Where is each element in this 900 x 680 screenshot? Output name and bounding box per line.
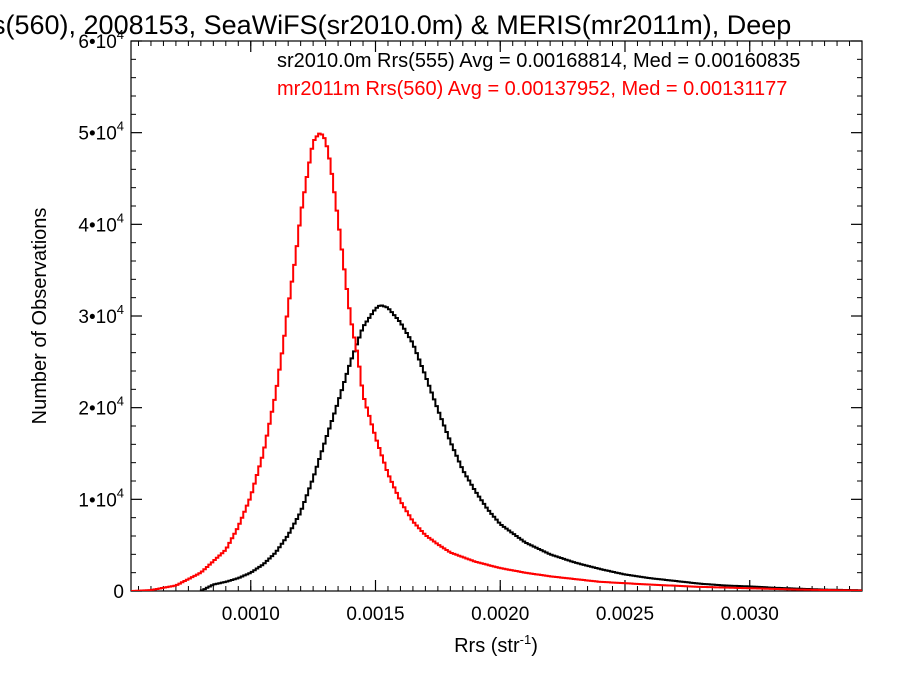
series-line-0: [199, 304, 862, 591]
chart-title: s(560), 2008153, SeaWiFS(sr2010.0m) & ME…: [0, 10, 791, 40]
y-tick-label: 1•104: [78, 485, 124, 511]
x-axis-label-text: Rrs (str: [454, 635, 520, 657]
plot-area-frame: [130, 40, 863, 592]
y-tick-label: 3•104: [78, 302, 124, 328]
y-tick-label: 4•104: [78, 210, 124, 236]
x-tick-label: 0.0010: [222, 604, 280, 625]
x-axis-label: Rrs (str-1): [454, 632, 538, 657]
x-tick-label: 0.0030: [721, 604, 779, 625]
x-tick-label: 0.0025: [596, 604, 654, 625]
y-tick-label: 6•104: [78, 27, 124, 53]
series-line-1: [131, 132, 862, 591]
x-tick-label: 0.0015: [346, 604, 404, 625]
y-tick-label: 0: [113, 582, 124, 603]
series-group: [131, 132, 862, 591]
x-tick-label: 0.0020: [471, 604, 529, 625]
x-axis: 0.0010 0.0015 0.0020 0.0025 0.0030: [137, 41, 851, 625]
y-axis: 0 1•104 2•104 3•104 4•104 5•104 6•104: [78, 27, 862, 603]
legend-entry-mr2011: mr2011m Rrs(560) Avg = 0.00137952, Med =…: [277, 78, 787, 100]
y-axis-label: Number of Observations: [29, 208, 51, 425]
y-tick-label: 5•104: [78, 119, 124, 145]
x-axis-label-end: ): [531, 635, 538, 657]
y-tick-label: 2•104: [78, 394, 124, 420]
legend-entry-sr2010: sr2010.0m Rrs(555) Avg = 0.00168814, Med…: [277, 50, 800, 72]
legend: sr2010.0m Rrs(555) Avg = 0.00168814, Med…: [277, 50, 800, 100]
x-axis-label-exponent: -1: [520, 632, 532, 647]
